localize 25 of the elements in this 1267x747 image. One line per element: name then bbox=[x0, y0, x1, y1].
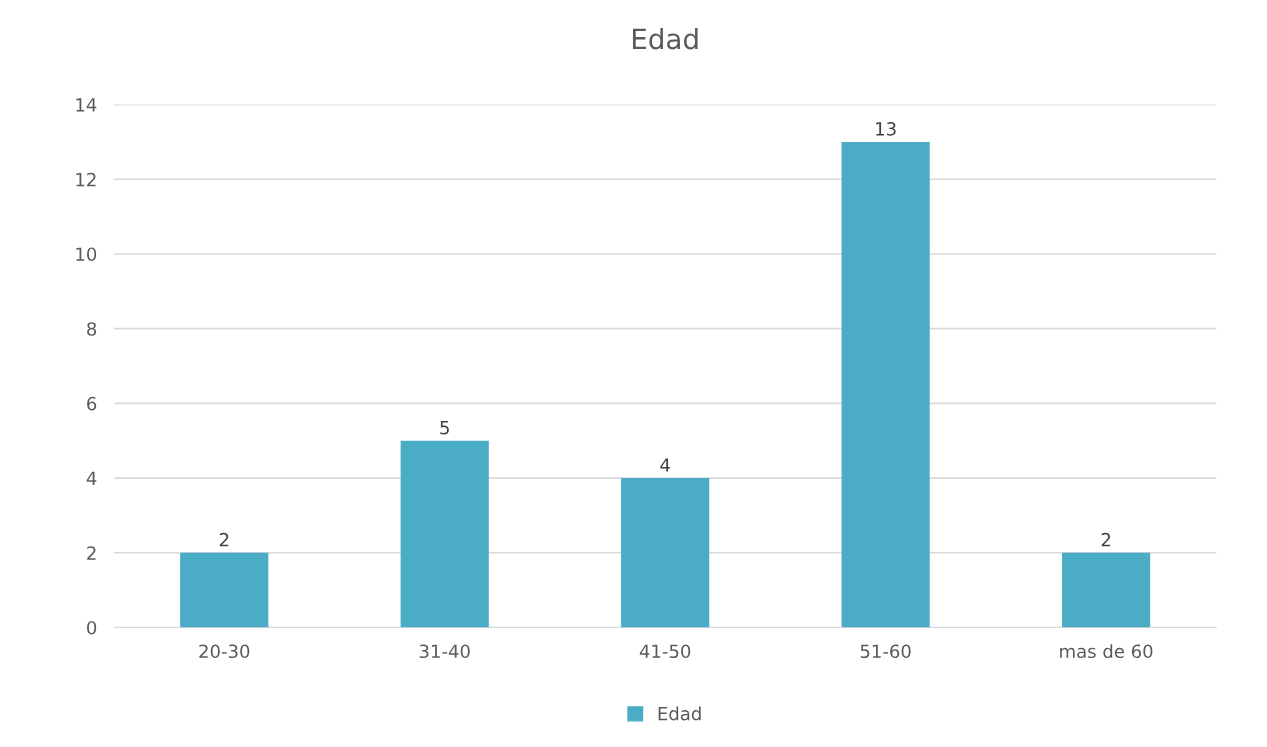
y-tick-label: 14 bbox=[76, 98, 97, 112]
y-tick-label: 6 bbox=[87, 396, 97, 411]
data-label: 13 bbox=[876, 122, 896, 136]
y-tick-label: 4 bbox=[86, 471, 97, 485]
bar bbox=[180, 552, 269, 628]
y-tick-label: 0 bbox=[87, 620, 97, 635]
x-tick-label: 41-50 bbox=[639, 644, 691, 659]
data-label: 2 bbox=[219, 532, 229, 547]
bar bbox=[400, 440, 489, 628]
legend-label: Edad bbox=[658, 706, 701, 721]
y-tick-label: 8 bbox=[87, 322, 97, 336]
bar bbox=[841, 141, 930, 628]
chart-title: Edad bbox=[632, 27, 698, 50]
x-tick-label: 51-60 bbox=[860, 644, 911, 659]
x-tick-label: 31-40 bbox=[419, 644, 470, 659]
data-label: 5 bbox=[440, 421, 449, 435]
y-tick-label: 10 bbox=[76, 247, 97, 262]
y-tick-label: 12 bbox=[76, 172, 96, 187]
bar bbox=[1062, 552, 1151, 628]
x-tick-label: mas de 60 bbox=[1060, 644, 1153, 659]
y-tick-label: 2 bbox=[87, 546, 96, 560]
x-tick-label: 20-30 bbox=[199, 644, 250, 659]
bar bbox=[621, 478, 710, 628]
data-label: 2 bbox=[1101, 532, 1111, 547]
data-label: 4 bbox=[660, 458, 670, 472]
